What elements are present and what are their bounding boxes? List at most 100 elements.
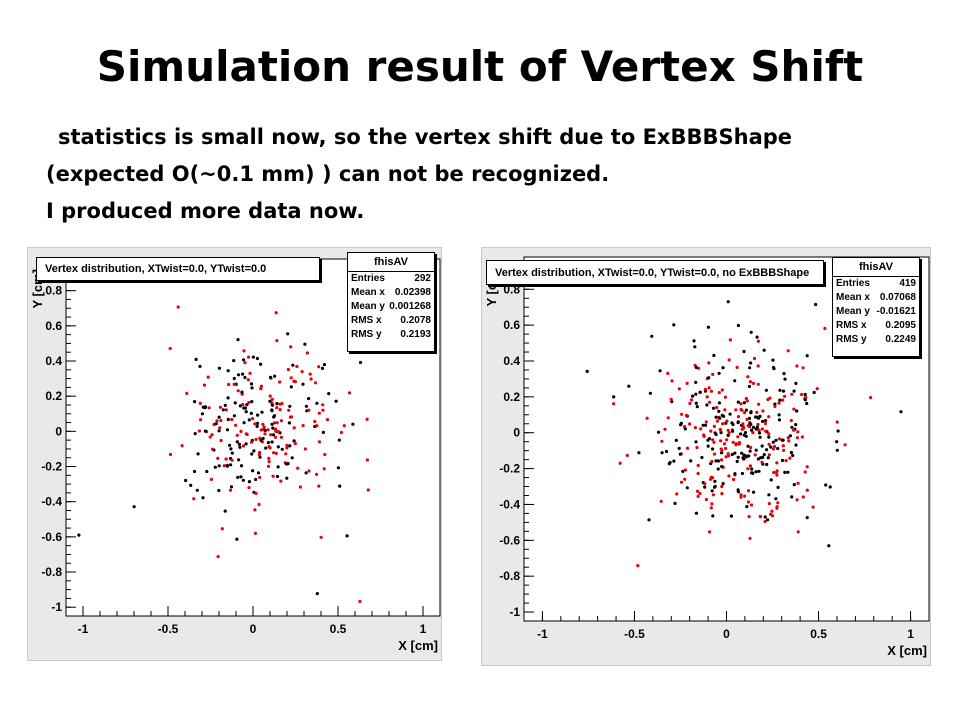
data-point (771, 358, 775, 362)
y-tick-label: 0 (55, 424, 62, 438)
data-point (211, 447, 215, 451)
data-point (272, 421, 277, 425)
data-point (666, 371, 670, 375)
data-point (719, 428, 723, 432)
data-point (763, 515, 767, 519)
data-point (268, 399, 272, 403)
data-point (303, 342, 307, 346)
data-point (784, 459, 788, 463)
data-point (705, 403, 709, 407)
data-point (791, 453, 795, 458)
data-point (637, 451, 641, 455)
data-point (772, 470, 776, 475)
data-point (763, 422, 768, 426)
x-tick-label: -1 (78, 622, 89, 636)
data-point (245, 432, 249, 436)
data-point (756, 422, 760, 427)
data-point (767, 415, 771, 419)
data-point (754, 470, 758, 474)
data-point (746, 467, 750, 471)
data-point (756, 364, 760, 368)
stats-name-left: fhisAV (348, 253, 434, 272)
data-point (695, 445, 699, 450)
data-point (783, 470, 787, 474)
data-point (724, 446, 728, 451)
data-point (683, 468, 688, 472)
data-point (680, 412, 684, 416)
data-point (267, 445, 271, 449)
data-point (698, 491, 702, 496)
data-point (711, 372, 715, 376)
data-point (733, 472, 737, 476)
data-point (259, 387, 263, 391)
data-point (209, 477, 213, 481)
data-point (735, 365, 739, 369)
scatter-chart-right: 0.8 0.6 0.4 0.2 0 -0.2 -0.4 -0.6 -0.8 -1 -1 -0.5 0 0.… (481, 247, 931, 666)
data-point (739, 402, 743, 406)
data-point (726, 428, 730, 432)
data-point (699, 427, 703, 431)
stats-name-right: fhisAV (833, 258, 919, 277)
data-point (792, 428, 796, 432)
data-point (287, 421, 291, 425)
stats-row: RMS y 0.2249 (833, 333, 919, 347)
data-point (795, 409, 799, 413)
data-point (365, 458, 369, 462)
data-point (721, 422, 725, 426)
data-point (771, 447, 775, 451)
data-point (795, 498, 799, 502)
data-point (659, 499, 663, 503)
data-point (769, 478, 773, 482)
data-point (308, 372, 312, 376)
data-point (698, 390, 702, 394)
data-point (765, 448, 769, 452)
data-point (704, 420, 708, 424)
data-point (760, 460, 764, 464)
data-point (247, 486, 251, 490)
data-point (254, 477, 258, 482)
data-point (749, 445, 753, 450)
data-point (185, 391, 189, 395)
data-point (767, 432, 771, 436)
data-point (218, 405, 222, 409)
data-point (279, 479, 283, 483)
data-point (309, 377, 313, 381)
data-point (336, 466, 340, 470)
data-point (315, 472, 319, 476)
data-point (747, 416, 752, 420)
data-point (247, 418, 251, 422)
data-point (812, 390, 816, 395)
data-point (743, 411, 747, 415)
data-point (645, 416, 649, 420)
stats-value: 0.02398 (394, 287, 431, 298)
data-point (677, 446, 681, 450)
stats-row: Entries 292 (348, 272, 434, 286)
data-point (757, 469, 761, 473)
data-point (702, 433, 706, 437)
data-point (755, 415, 759, 419)
data-point (636, 564, 640, 568)
data-point (286, 332, 290, 336)
data-point (736, 435, 740, 439)
data-point (727, 431, 731, 435)
data-point (786, 436, 790, 440)
stats-row: RMS y 0.2193 (348, 328, 434, 342)
data-point (726, 433, 730, 437)
data-point (239, 464, 244, 468)
x-axis-title: X [cm] (398, 638, 438, 653)
data-point (789, 418, 793, 423)
data-point (694, 511, 698, 515)
chart-title-box-left: Vertex distribution, XTwist=0.0, YTwist=… (36, 257, 320, 281)
data-point (247, 355, 251, 359)
data-point (293, 380, 297, 384)
data-point (256, 471, 261, 475)
data-point (713, 431, 717, 435)
data-point (267, 460, 271, 464)
data-point (709, 389, 714, 393)
data-point (743, 431, 748, 435)
data-point (769, 445, 773, 449)
data-point (275, 339, 279, 343)
data-point (307, 469, 311, 473)
data-point (746, 444, 750, 448)
data-point (323, 452, 327, 457)
